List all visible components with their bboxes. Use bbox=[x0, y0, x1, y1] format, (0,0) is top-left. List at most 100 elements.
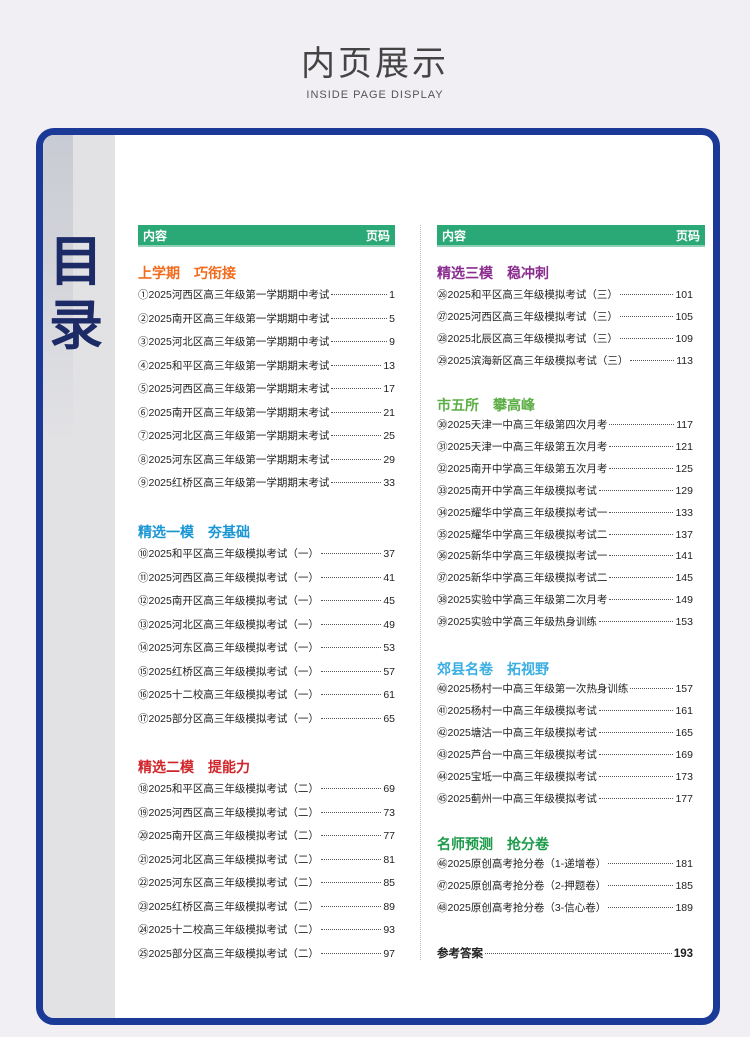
toc-item[interactable]: ㉔2025十二校高三年级模拟考试（二） 93 bbox=[138, 922, 395, 936]
toc-item-page: 41 bbox=[383, 571, 395, 584]
toc-item[interactable]: ㊷2025塘沽一中高三年级模拟考试 165 bbox=[437, 725, 693, 739]
toc-item-title: ㉕2025部分区高三年级模拟考试（二） bbox=[138, 947, 319, 960]
toc-item[interactable]: ⑲2025河西区高三年级模拟考试（二） 73 bbox=[138, 805, 395, 819]
toc-item[interactable]: ㊻2025原创高考抢分卷（1-递增卷） 181 bbox=[437, 856, 693, 870]
toc-item-title: ④2025和平区高三年级第一学期期末考试 bbox=[138, 359, 330, 372]
dot-leader bbox=[598, 731, 674, 733]
toc-item[interactable]: ㊹2025宝坻一中高三年级模拟考试 173 bbox=[437, 769, 693, 783]
answers-title: 参考答案 bbox=[437, 948, 483, 960]
toc-item[interactable]: ⑦2025河北区高三年级第一学期期末考试 25 bbox=[138, 428, 395, 442]
dot-leader bbox=[331, 294, 388, 295]
dot-leader bbox=[598, 489, 674, 491]
toc-item[interactable]: ①2025河西区高三年级第一学期期中考试 1 bbox=[138, 287, 395, 301]
toc-item-page: 165 bbox=[675, 726, 693, 739]
toc-item-page: 177 bbox=[675, 792, 693, 805]
toc-item[interactable]: ⑨2025红桥区高三年级第一学期期末考试 33 bbox=[138, 475, 395, 489]
toc-item[interactable]: ④2025和平区高三年级第一学期期末考试 13 bbox=[138, 358, 395, 372]
toc-item[interactable]: ㉙2025滨海新区高三年级模拟考试（三） 113 bbox=[437, 353, 693, 367]
toc-item[interactable]: ㉓2025红桥区高三年级模拟考试（二） 89 bbox=[138, 899, 395, 913]
toc-item[interactable]: ㊸2025芦台一中高三年级模拟考试 169 bbox=[437, 747, 693, 761]
toc-item-title: ㉜2025南开中学高三年级第五次月考 bbox=[437, 462, 608, 475]
toc-item-page: 141 bbox=[675, 550, 693, 563]
toc-item[interactable]: ㉛2025天津一中高三年级第五次月考 121 bbox=[437, 439, 693, 453]
toc-item[interactable]: ㉟2025耀华中学高三年级模拟考试二 137 bbox=[437, 527, 693, 541]
toc-item-title: ⑦2025河北区高三年级第一学期期末考试 bbox=[138, 430, 330, 442]
dot-leader bbox=[609, 533, 674, 535]
toc-item[interactable]: ㉘2025北辰区高三年级模拟考试（三） 109 bbox=[437, 331, 693, 345]
toc-item[interactable]: ⑬2025河北区高三年级模拟考试（一） 49 bbox=[138, 617, 395, 631]
section-title: 名师预测 抢分卷 bbox=[437, 837, 549, 853]
dot-leader bbox=[619, 294, 674, 295]
toc-item-title: ㉔2025十二校高三年级模拟考试（二） bbox=[138, 924, 319, 936]
toc-item-page: 125 bbox=[675, 462, 693, 475]
toc-item[interactable]: ⑯2025十二校高三年级模拟考试（一） 61 bbox=[138, 687, 395, 701]
toc-item-page: 109 bbox=[675, 332, 693, 345]
toc-item[interactable]: ⑩2025和平区高三年级模拟考试（一） 37 bbox=[138, 546, 395, 560]
toc-item[interactable]: ⑥2025南开区高三年级第一学期期末考试 21 bbox=[138, 405, 395, 419]
toc-item[interactable]: ㊳2025实验中学高三年级第二次月考 149 bbox=[437, 592, 693, 606]
toc-item-page: 97 bbox=[383, 947, 395, 960]
section-title: 精选一模 夯基础 bbox=[138, 525, 250, 541]
toc-item-page: 53 bbox=[383, 642, 395, 654]
toc-item-page: 25 bbox=[383, 430, 395, 442]
header-content: 内容 bbox=[143, 228, 168, 243]
side-strip: 目录 bbox=[43, 135, 115, 1018]
toc-item[interactable]: ⑫2025南开区高三年级模拟考试（一） 45 bbox=[138, 593, 395, 607]
toc-item[interactable]: ⑧2025河东区高三年级第一学期期末考试 29 bbox=[138, 452, 395, 466]
dot-leader bbox=[320, 717, 382, 719]
toc-item[interactable]: ㉑2025河北区高三年级模拟考试（二） 81 bbox=[138, 852, 395, 866]
toc-item-page: 13 bbox=[383, 359, 395, 372]
dot-leader bbox=[320, 623, 382, 625]
toc-item[interactable]: ㉝2025南开中学高三年级模拟考试 129 bbox=[437, 483, 693, 497]
toc-item-page: 93 bbox=[383, 924, 395, 936]
toc-item[interactable]: ㉞2025耀华中学高三年级模拟考试一 133 bbox=[437, 505, 693, 519]
toc-item[interactable]: ㊶2025杨村一中高三年级模拟考试 161 bbox=[437, 703, 693, 717]
toc-item[interactable]: ㉚2025天津一中高三年级第四次月考 117 bbox=[437, 417, 693, 431]
toc-item[interactable]: ㊲2025新华中学高三年级模拟考试二 145 bbox=[437, 570, 693, 584]
toc-item[interactable]: ㊵2025杨村一中高三年级第一次热身训练 157 bbox=[437, 681, 693, 695]
toc-item-page: 5 bbox=[389, 312, 395, 325]
section-title: 郊县名卷 拓视野 bbox=[437, 662, 549, 678]
toc-item[interactable]: ㉜2025南开中学高三年级第五次月考 125 bbox=[437, 461, 693, 475]
toc-item-title: ㊸2025芦台一中高三年级模拟考试 bbox=[437, 748, 597, 761]
toc-item[interactable]: ㊼2025原创高考抢分卷（2-押题卷） 185 bbox=[437, 878, 693, 892]
toc-item[interactable]: ㉒2025河东区高三年级模拟考试（二） 85 bbox=[138, 875, 395, 889]
toc-item-title: ⑮2025红桥区高三年级模拟考试（一） bbox=[138, 665, 319, 678]
dot-leader bbox=[608, 863, 674, 864]
toc-item-title: ⑨2025红桥区高三年级第一学期期末考试 bbox=[138, 477, 330, 489]
toc-item-page: 185 bbox=[675, 879, 693, 892]
toc-item[interactable]: ㉖2025和平区高三年级模拟考试（三） 101 bbox=[437, 287, 693, 301]
toc-item-title: ⑧2025河东区高三年级第一学期期末考试 bbox=[138, 453, 330, 466]
toc-item[interactable]: ⑭2025河东区高三年级模拟考试（一） 53 bbox=[138, 640, 395, 654]
toc-item[interactable]: ㊴2025实验中学高三年级热身训练 153 bbox=[437, 614, 693, 628]
toc-item-page: 21 bbox=[383, 406, 395, 419]
toc-item-title: ㉝2025南开中学高三年级模拟考试 bbox=[437, 484, 597, 497]
toc-item[interactable]: ③2025河北区高三年级第一学期期中考试 9 bbox=[138, 334, 395, 348]
toc-item[interactable]: ⑮2025红桥区高三年级模拟考试（一） 57 bbox=[138, 664, 395, 678]
toc-item[interactable]: ⑪2025河西区高三年级模拟考试（一） 41 bbox=[138, 570, 395, 584]
dot-leader bbox=[320, 694, 382, 695]
toc-item[interactable]: ⑳2025南开区高三年级模拟考试（二） 77 bbox=[138, 828, 395, 842]
toc-item[interactable]: ⑰2025部分区高三年级模拟考试（一） 65 bbox=[138, 711, 395, 725]
section-title: 精选二模 提能力 bbox=[138, 760, 250, 776]
toc-item-page: 153 bbox=[675, 616, 693, 629]
toc-item-title: ㊻2025原创高考抢分卷（1-递增卷） bbox=[437, 858, 607, 870]
toc-item-title: ㊹2025宝坻一中高三年级模拟考试 bbox=[437, 770, 597, 783]
toc-item[interactable]: ㉗2025河西区高三年级模拟考试（三） 105 bbox=[437, 309, 693, 323]
toc-item[interactable]: ㊱2025新华中学高三年级模拟考试一 141 bbox=[437, 548, 693, 562]
toc-item[interactable]: ㉕2025部分区高三年级模拟考试（二） 97 bbox=[138, 946, 395, 960]
dot-leader bbox=[320, 670, 382, 672]
toc-item-page: 169 bbox=[675, 748, 693, 761]
toc-item[interactable]: ②2025南开区高三年级第一学期期中考试 5 bbox=[138, 311, 395, 325]
toc-item[interactable]: ⑱2025和平区高三年级模拟考试（二） 69 bbox=[138, 781, 395, 795]
dot-leader bbox=[320, 929, 382, 930]
answers-item[interactable]: 参考答案 193 bbox=[437, 945, 693, 960]
toc-item[interactable]: ㊽2025原创高考抢分卷（3-信心卷） 189 bbox=[437, 900, 693, 914]
toc-item[interactable]: ㊺2025蓟州一中高三年级模拟考试 177 bbox=[437, 791, 693, 805]
toc-item-title: ㉛2025天津一中高三年级第五次月考 bbox=[437, 440, 608, 453]
toc-item[interactable]: ⑤2025河西区高三年级第一学期期末考试 17 bbox=[138, 381, 395, 395]
dot-leader bbox=[320, 553, 382, 554]
section-title: 精选三模 稳冲刺 bbox=[437, 266, 549, 282]
toc-item-page: 73 bbox=[383, 806, 395, 819]
dot-leader bbox=[609, 577, 674, 579]
